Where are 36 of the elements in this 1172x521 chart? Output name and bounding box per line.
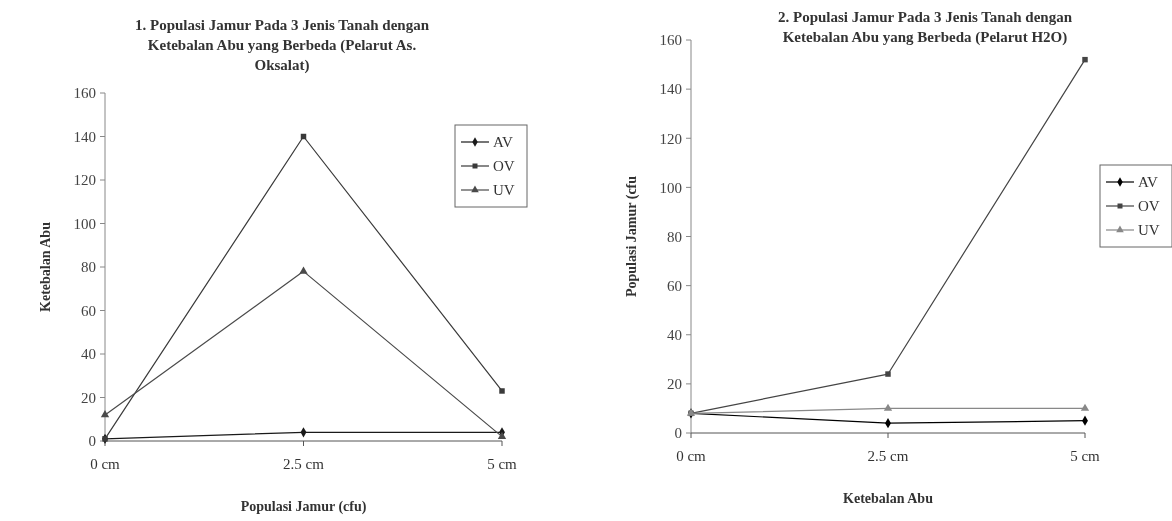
y-tick-label: 20 xyxy=(667,376,682,393)
y-tick-label: 0 xyxy=(88,433,96,450)
legend-label: UV xyxy=(1138,222,1160,239)
y-axis-title: Populasi Jamur (cfu xyxy=(624,175,640,298)
y-tick-label: 120 xyxy=(659,130,682,147)
y-tick-label: 0 xyxy=(674,425,682,442)
y-axis-title: Ketebalan Abu xyxy=(38,221,53,312)
y-tick-label: 100 xyxy=(659,179,682,196)
y-tick-label: 100 xyxy=(73,215,96,232)
y-tick-label: 40 xyxy=(81,346,96,363)
x-tick-label: 5 cm xyxy=(1070,448,1101,464)
y-tick-label: 80 xyxy=(81,259,96,276)
legend-label: UV xyxy=(493,182,515,199)
y-tick-label: 120 xyxy=(73,172,96,189)
x-tick-label: 5 cm xyxy=(487,456,518,472)
y-tick-label: 140 xyxy=(73,128,96,145)
y-tick-label: 140 xyxy=(659,81,682,98)
y-tick-label: 80 xyxy=(667,228,682,245)
x-tick-label: 2.5 cm xyxy=(283,456,325,472)
y-tick-label: 60 xyxy=(667,277,682,294)
chart-title: 2. Populasi Jamur Pada 3 Jenis Tanah dengan Ketebalan Abu yang Berbeda (Pelarut H2O) xyxy=(778,9,1073,46)
legend-label: OV xyxy=(493,158,515,175)
legend-label: OV xyxy=(1138,198,1160,215)
legend-label: AV xyxy=(1138,174,1158,191)
y-tick-label: 20 xyxy=(81,389,96,406)
legend-label: AV xyxy=(493,134,513,151)
x-axis-title: Ketebalan Abu xyxy=(843,491,934,506)
chart-title: 1. Populasi Jamur Pada 3 Jenis Tanah dengan Ketebalan Abu yang Berbeda (Pelarut As. Oksalat) xyxy=(135,17,430,74)
y-tick-label: 60 xyxy=(81,302,96,319)
x-tick-label: 2.5 cm xyxy=(867,448,909,464)
x-tick-label: 0 cm xyxy=(676,448,707,464)
x-tick-label: 0 cm xyxy=(90,456,121,472)
y-tick-label: 160 xyxy=(73,85,96,102)
x-axis-title: Populasi Jamur (cfu) xyxy=(240,499,367,515)
y-tick-label: 160 xyxy=(659,32,682,49)
y-tick-label: 40 xyxy=(667,327,682,343)
